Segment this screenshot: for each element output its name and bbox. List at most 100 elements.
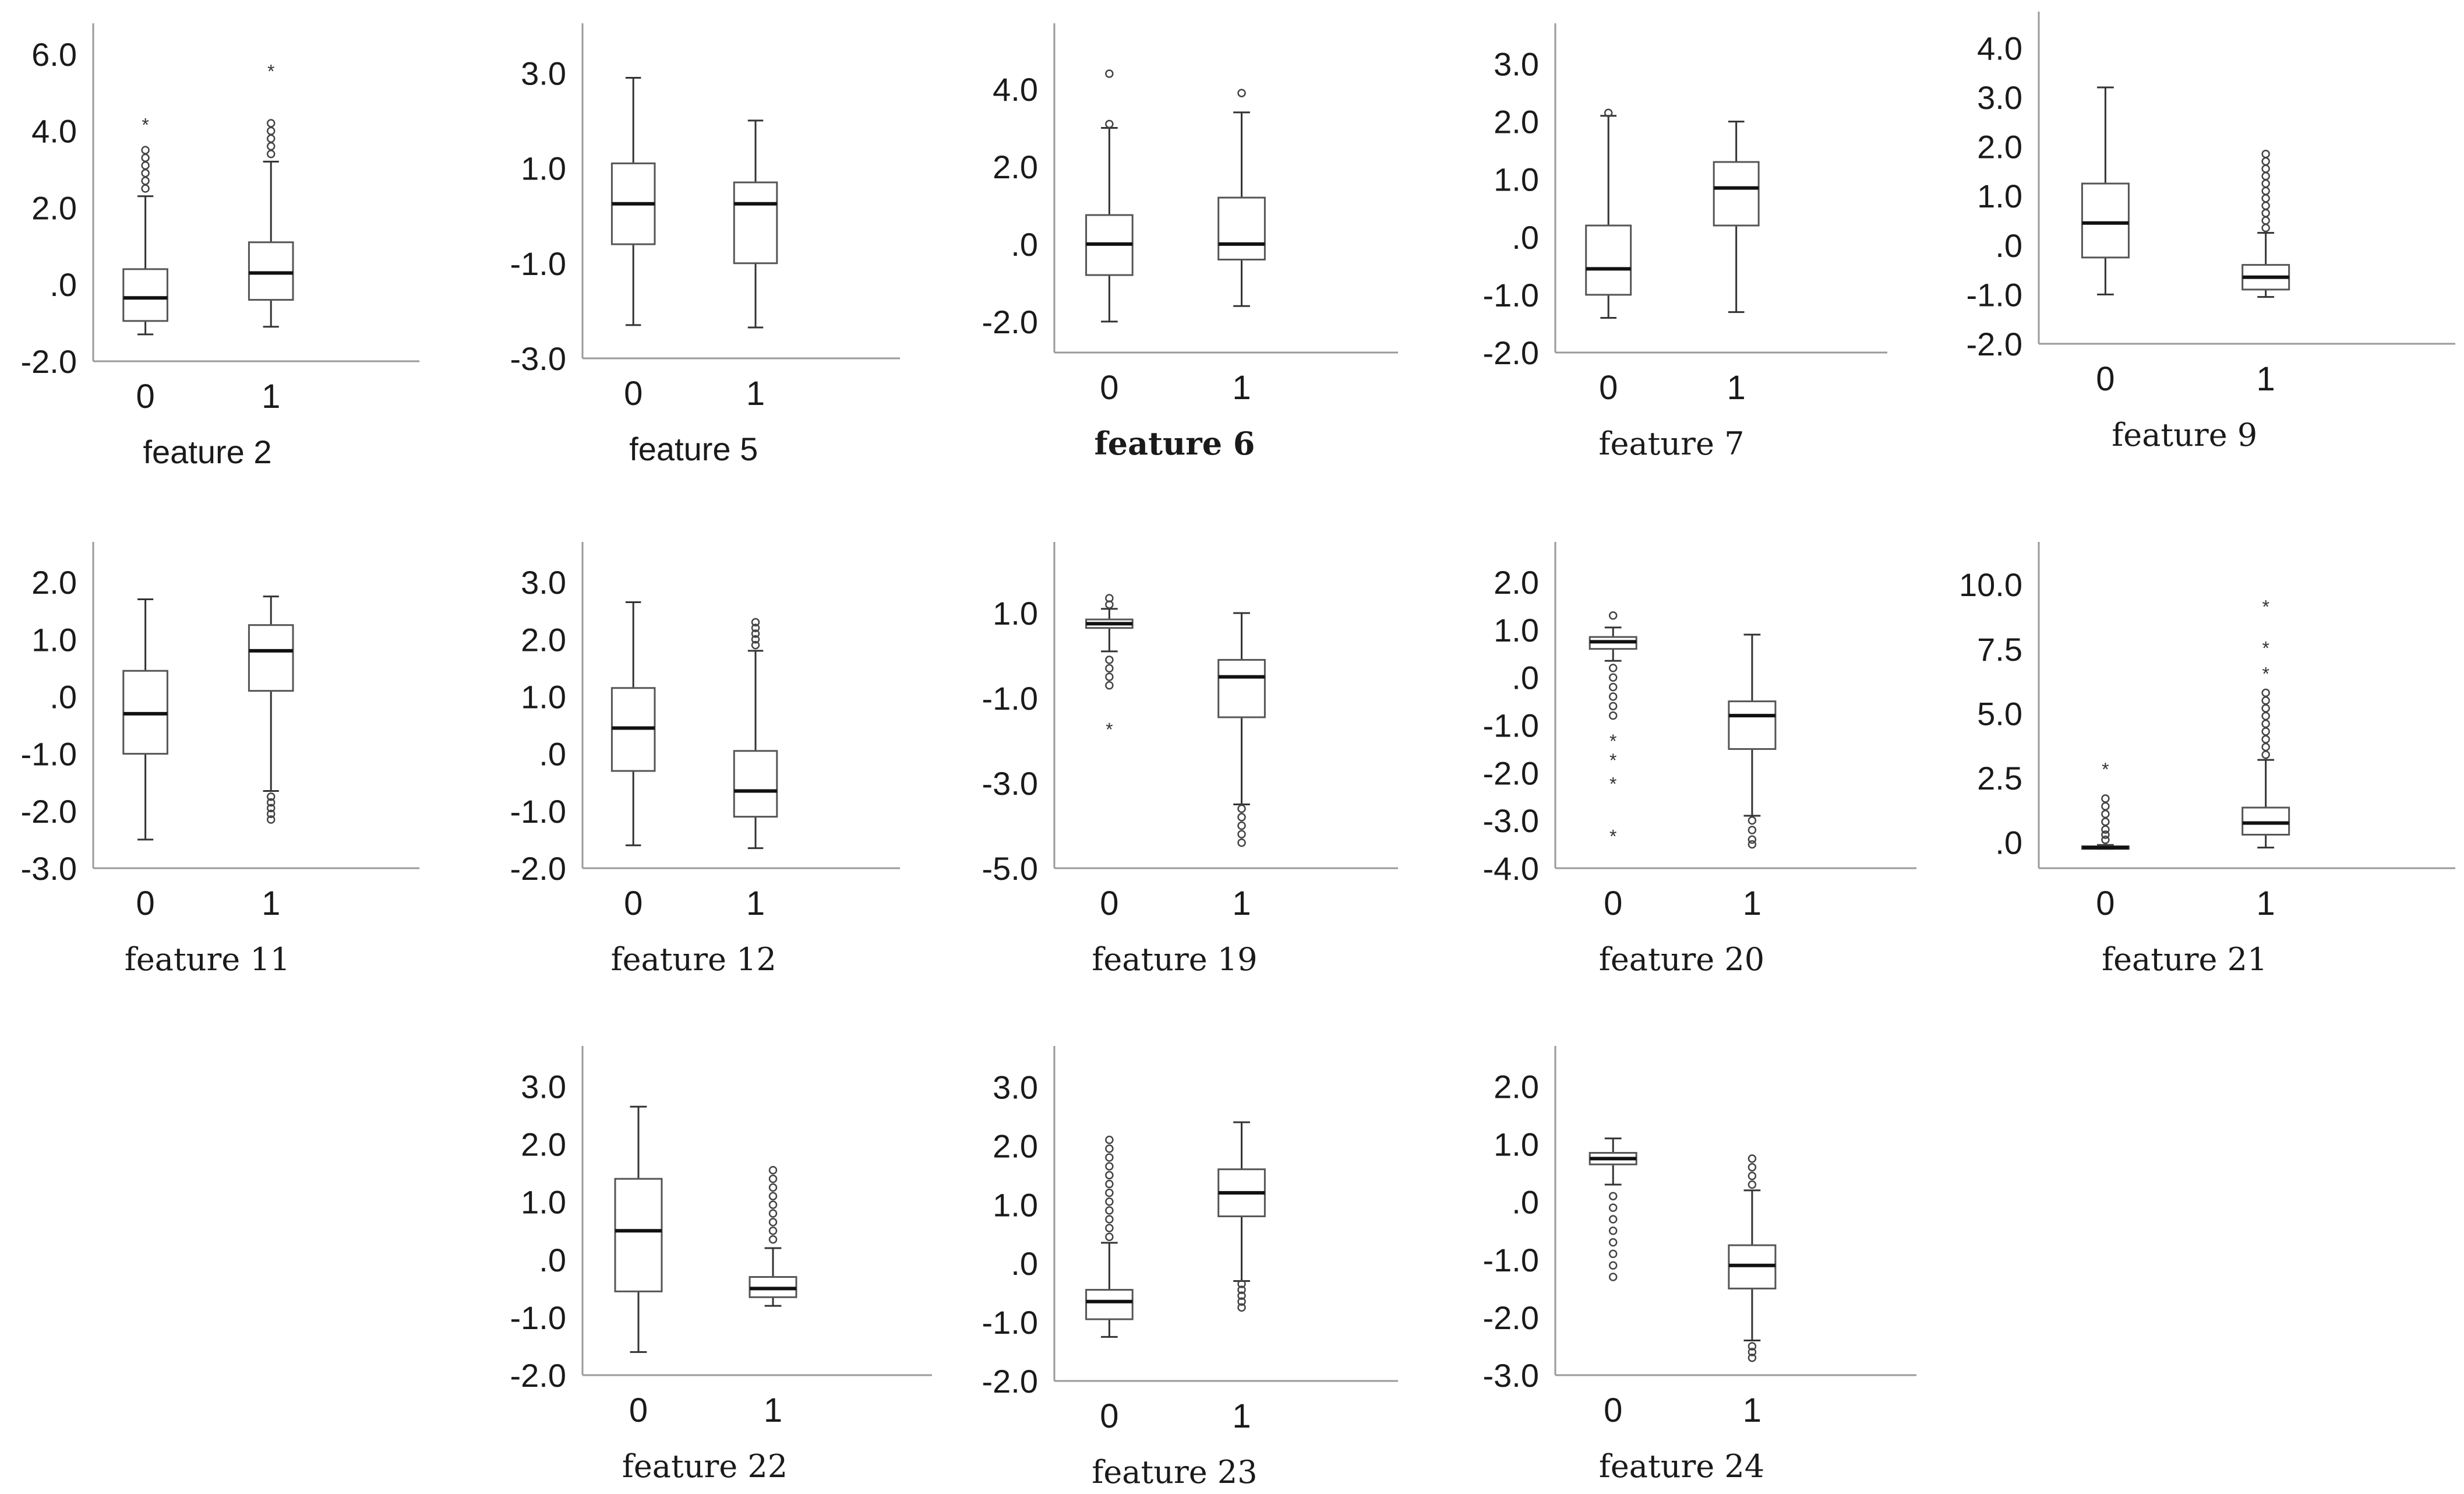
y-tick-label: 2.0 — [31, 564, 77, 601]
box-1: * — [248, 61, 294, 328]
box-0: * — [1085, 594, 1134, 740]
panel-title: feature 6 — [1095, 425, 1255, 462]
outlier-point — [1608, 664, 1618, 672]
outlier-point — [1237, 1280, 1246, 1288]
outlier-point — [2261, 216, 2270, 225]
outlier-point — [768, 1174, 778, 1183]
box-0 — [2081, 86, 2130, 295]
y-tick-label: 3.0 — [521, 1069, 566, 1105]
y-tick-label: -2.0 — [982, 304, 1039, 340]
y-tick-label: .0 — [1011, 1245, 1038, 1282]
box-1 — [749, 1165, 797, 1307]
extreme-point: * — [2262, 637, 2269, 658]
outlier-point — [1105, 1171, 1114, 1180]
y-tick-label: -1.0 — [510, 793, 567, 830]
outlier-point — [1105, 1206, 1114, 1215]
outlier-point — [1608, 711, 1618, 720]
y-tick-label: .0 — [50, 266, 77, 303]
x-category-label: 1 — [764, 1391, 782, 1429]
outlier-point — [751, 640, 760, 650]
x-category-label: 1 — [262, 378, 280, 415]
outlier-point — [2101, 818, 2110, 826]
y-tick-label: -1.0 — [510, 1299, 567, 1336]
y-tick-label: -2.0 — [1483, 334, 1540, 371]
outlier-point — [768, 1165, 778, 1175]
y-tick-label: -1.0 — [21, 736, 77, 773]
outlier-point — [1237, 830, 1246, 838]
panel-title: feature 12 — [611, 941, 776, 978]
outlier-point — [2101, 809, 2110, 819]
panel-title: feature 21 — [2102, 941, 2267, 978]
y-tick-label: 2.0 — [993, 1127, 1038, 1164]
x-category-label: 1 — [1232, 885, 1251, 922]
y-tick-label: .0 — [1512, 660, 1539, 696]
y-tick-label: 3.0 — [521, 55, 566, 91]
outlier-point — [2261, 696, 2270, 705]
y-tick-label: -2.0 — [510, 850, 567, 887]
outlier-point — [1237, 1291, 1246, 1300]
outlier-point — [266, 792, 276, 801]
outlier-point — [751, 618, 760, 627]
y-tick-label: 3.0 — [1494, 46, 1539, 83]
outlier-point — [1748, 840, 1757, 849]
y-tick-label: .0 — [1995, 227, 2022, 264]
outlier-point — [1237, 1285, 1246, 1294]
outlier-point — [768, 1183, 778, 1192]
x-category-label: 1 — [1743, 1391, 1761, 1429]
x-category-label: 0 — [1100, 1397, 1118, 1435]
outlier-point — [1608, 611, 1618, 620]
iqr-box — [1585, 224, 1632, 296]
y-tick-label: 2.0 — [521, 621, 566, 658]
panel-title: feature 24 — [1599, 1448, 1764, 1485]
y-tick-label: -4.0 — [1483, 850, 1540, 887]
outlier-point — [1105, 1179, 1114, 1189]
outlier-point — [1604, 108, 1613, 118]
outlier-point — [2261, 735, 2270, 744]
outlier-point — [1608, 1192, 1618, 1201]
boxplot-panel-feature-11: -3.0 -2.0 -1.0 .0 1.0 2.0 0 1 feature 11 — [21, 542, 419, 978]
y-tick-label: 6.0 — [31, 36, 77, 73]
outlier-point — [1608, 1227, 1618, 1235]
outlier-point — [2261, 742, 2270, 752]
y-tick-label: -2.0 — [1967, 326, 2023, 362]
y-tick-label: -3.0 — [21, 850, 77, 887]
outlier-point — [1608, 682, 1618, 692]
iqr-box — [733, 181, 778, 265]
y-tick-label: -3.0 — [982, 765, 1039, 802]
y-tick-label: -3.0 — [1483, 802, 1540, 839]
y-tick-label: -2.0 — [21, 343, 77, 380]
iqr-box — [248, 241, 294, 301]
outlier-point — [1608, 692, 1618, 701]
y-tick-label: .0 — [1512, 219, 1539, 256]
boxplot-panel-feature-24: -3.0 -2.0 -1.0 .0 1.0 2.0 0 1 feature 24 — [1483, 1046, 1916, 1485]
y-tick-label: 2.0 — [1494, 1069, 1539, 1105]
panel-title: feature 9 — [2112, 417, 2257, 453]
x-category-label: 1 — [746, 375, 765, 413]
iqr-box — [1217, 196, 1266, 260]
box-0 — [1588, 1137, 1637, 1281]
x-category-label: 0 — [629, 1391, 648, 1429]
outlier-point — [1105, 664, 1114, 673]
extreme-point: * — [2262, 597, 2269, 618]
outlier-point — [141, 177, 150, 185]
x-category-label: 1 — [746, 885, 765, 922]
y-tick-label: 7.5 — [1977, 631, 2022, 668]
x-category-label: 0 — [136, 885, 154, 922]
outlier-point — [1105, 1224, 1114, 1232]
y-tick-label: -2.0 — [1483, 1299, 1540, 1336]
box-1 — [1728, 1154, 1777, 1362]
outlier-point — [2101, 830, 2110, 839]
outlier-point — [768, 1209, 778, 1218]
outlier-point — [1748, 826, 1757, 834]
x-category-label: 0 — [1604, 1391, 1622, 1429]
outlier-point — [1608, 1261, 1618, 1270]
x-category-label: 1 — [2257, 885, 2275, 922]
y-tick-label: 10.0 — [1959, 566, 2022, 603]
outlier-point — [1748, 1154, 1757, 1163]
outlier-point — [1105, 1232, 1114, 1242]
boxplot-panel-feature-22: -2.0 -1.0 .0 1.0 2.0 3.0 0 1 feature 22 — [510, 1046, 932, 1485]
box-0 — [610, 76, 656, 326]
iqr-box — [122, 268, 168, 322]
outlier-point — [141, 153, 150, 163]
